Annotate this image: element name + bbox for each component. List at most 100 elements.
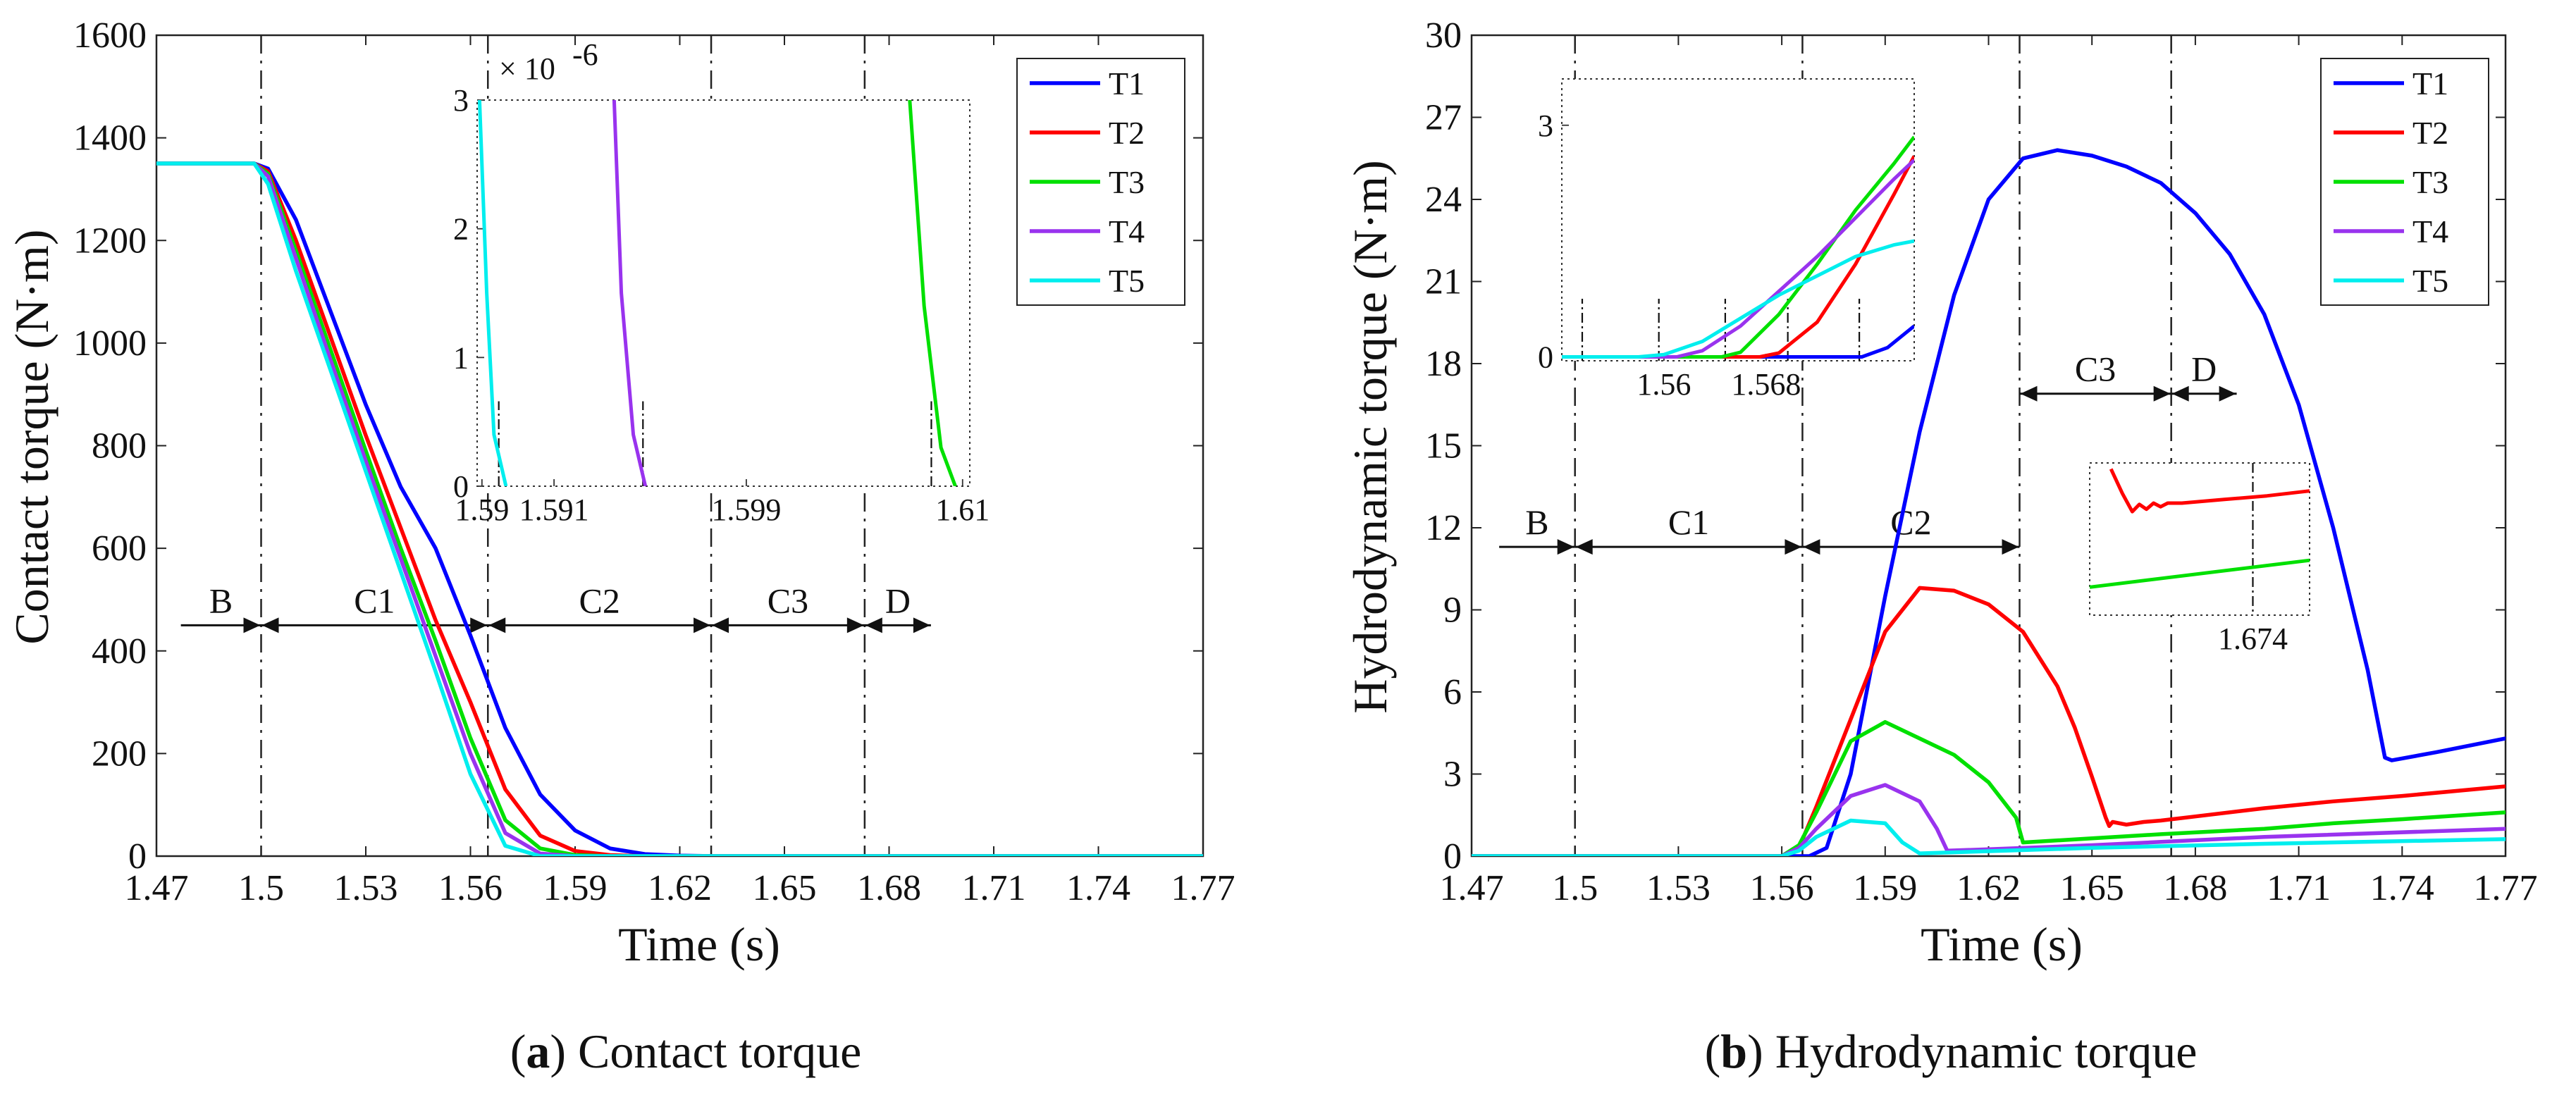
a-inset-exponent: -6 (572, 37, 598, 72)
phase-arrow-head-right (2002, 539, 2019, 555)
b-ytick-label: 18 (1425, 344, 1462, 384)
ylabel-a: Contact torque (N·m) (5, 229, 58, 644)
legend-label: T3 (2412, 164, 2448, 200)
a-legend-item-t3: T3 (1030, 164, 1145, 200)
b-inset-series-t3 (1562, 135, 1914, 359)
caption-a: (a) Contact torque (510, 1025, 862, 1078)
a-inset-xtick-label: 1.61 (935, 493, 990, 527)
a-xtick-label: 1.77 (1171, 868, 1235, 908)
a-ytick-label: 1000 (73, 323, 147, 364)
a-xtick-label: 1.5 (238, 868, 284, 908)
b-inset-xtick-label: 1.568 (1731, 367, 1801, 402)
a-inset-xtick-label: 1.59 (455, 493, 509, 527)
b-inset2-xtick-label: 1.674 (2218, 621, 2288, 656)
a-xtick-label: 1.62 (648, 868, 712, 908)
b-ytick-label: 9 (1443, 590, 1462, 631)
a-ytick-label: 0 (128, 836, 147, 877)
a-ytick-label: 1400 (73, 118, 147, 159)
b-ytick-label: 27 (1425, 98, 1462, 138)
phase-arrow-head-right (1557, 539, 1574, 555)
a-xtick-label: 1.53 (334, 868, 398, 908)
b-xtick-label: 1.77 (2474, 868, 2538, 908)
b-ytick-label: 6 (1443, 672, 1462, 712)
a-phase-c1: C1 (261, 581, 488, 633)
b-inset-ytick-label: 0 (1538, 340, 1553, 375)
legend-label: T4 (1109, 214, 1145, 249)
b-legend-item-t3: T3 (2334, 164, 2448, 200)
phase-arrow-head-left (2171, 385, 2189, 402)
b-xtick-label: 1.53 (1646, 868, 1711, 908)
b-inset-ytick-label: 3 (1538, 109, 1553, 143)
a-xtick-label: 1.68 (857, 868, 921, 908)
phase-arrow-head-right (2153, 385, 2171, 402)
phase-label: D (885, 581, 911, 620)
b-inset-series-t4 (1562, 159, 1914, 359)
b-inset2: 1.674 (2089, 462, 2310, 656)
phase-arrow-head-right (243, 617, 261, 633)
b-inset2-series-t2 (2109, 468, 2310, 514)
a-ytick-label: 600 (92, 528, 147, 569)
b-series-t4 (1472, 783, 2506, 856)
b-ytick-label: 24 (1425, 180, 1462, 220)
a-ytick-label: 200 (92, 734, 147, 774)
legend-label: T5 (2412, 263, 2448, 299)
b-xtick-label: 1.65 (2060, 868, 2124, 908)
ylabel-b: Hydrodynamic torque (N·m) (1343, 160, 1397, 714)
a-ytick-label: 1600 (73, 16, 147, 56)
b-inset: 1.56 1.568 0 3 (1538, 78, 1915, 402)
caption-b-text: Hydrodynamic torque (1763, 1025, 2198, 1078)
b-xtick-label: 1.68 (2163, 868, 2227, 908)
b-xtick-label: 1.59 (1853, 868, 1917, 908)
a-inset-frame (476, 99, 970, 487)
a-ytick-label: 400 (92, 631, 147, 672)
a-xtick-label: 1.59 (543, 868, 608, 908)
b-phase-c3: C3 (2019, 349, 2171, 402)
b-legend-item-t4: T4 (2334, 214, 2448, 249)
phase-arrow-head-left (1575, 539, 1593, 555)
phase-arrow-head-right (470, 617, 488, 633)
a-inset-multiplier: × 10 (499, 51, 555, 86)
a-xtick-label: 1.56 (438, 868, 503, 908)
a-inset-ytick-label: 0 (453, 469, 469, 504)
xlabel-a: Time (s) (618, 917, 780, 971)
phase-arrow-head-right (1785, 539, 1802, 555)
b-phase-c1: C1 (1574, 502, 1803, 555)
phase-arrow-head-right (913, 617, 930, 633)
phase-label: B (1525, 502, 1548, 542)
a-legend-item-t2: T2 (1030, 115, 1145, 151)
b-ytick-label: 30 (1425, 16, 1462, 56)
phase-label: C1 (1668, 502, 1709, 542)
b-xtick-label: 1.56 (1750, 868, 1814, 908)
phase-label: C3 (2075, 349, 2116, 389)
b-ytick-label: 3 (1443, 755, 1462, 795)
b-inset-series-t5 (1562, 239, 1914, 359)
b-series-t2 (1472, 586, 2506, 856)
b-series-t3 (1472, 719, 2506, 856)
a-inset-series-t4 (612, 100, 648, 486)
legend-label: T3 (1109, 164, 1145, 200)
caption-a-letter: a (526, 1025, 550, 1078)
legend-label: T1 (2412, 66, 2448, 101)
a-xtick-label: 1.47 (125, 868, 189, 908)
b-series-t5 (1472, 818, 2506, 856)
a-phase-c3: C3 (711, 581, 865, 633)
caption-b: (b) Hydrodynamic torque (1705, 1025, 2198, 1078)
phase-arrow-head-right (2219, 385, 2236, 402)
phase-arrow-head-left (712, 617, 729, 633)
b-legend-item-t1: T1 (2334, 66, 2448, 101)
phase-arrow-head-left (2020, 385, 2038, 402)
b-xtick-label: 1.71 (2267, 868, 2331, 908)
phase-label: C2 (579, 581, 620, 620)
b-inset-xtick-label: 1.56 (1637, 367, 1691, 402)
b-phase-b: B (1499, 502, 1575, 555)
b-xtick-label: 1.5 (1552, 868, 1598, 908)
a-phase-d: D (864, 581, 931, 633)
a-inset-xtick-label: 1.599 (711, 493, 781, 527)
legend-label: T1 (1109, 66, 1145, 101)
legend-label: T5 (1109, 263, 1145, 299)
a-legend-item-t5: T5 (1030, 263, 1145, 299)
phase-label: C3 (768, 581, 808, 620)
legend-label: T4 (2412, 214, 2448, 249)
b-legend-item-t2: T2 (2334, 115, 2448, 151)
